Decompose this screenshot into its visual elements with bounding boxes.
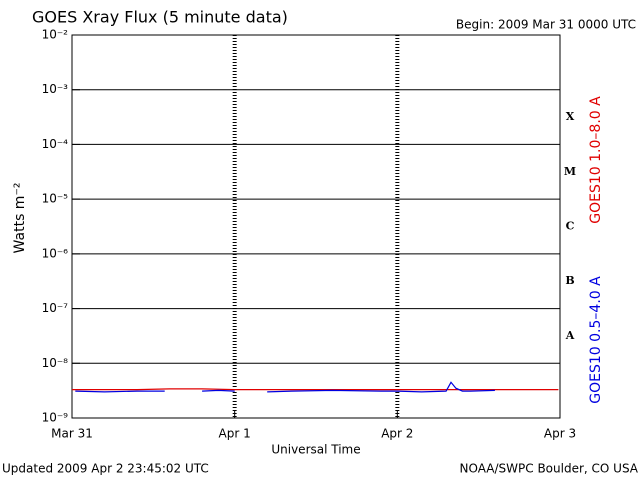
y-tick-label: 10⁻⁶ xyxy=(42,246,69,260)
y-tick-label: 10⁻⁴ xyxy=(42,137,69,151)
footer-left: Updated 2009 Apr 2 23:45:02 UTC xyxy=(2,462,209,476)
flare-class: A xyxy=(565,329,575,342)
x-axis-label: Universal Time xyxy=(271,443,360,457)
y-tick-label: 10⁻⁵ xyxy=(42,192,69,206)
y-tick-label: 10⁻⁸ xyxy=(42,356,69,370)
flare-class: X xyxy=(566,110,575,123)
series-line xyxy=(75,381,495,393)
x-tick-label: Apr 2 xyxy=(381,427,413,441)
y-tick-label: 10⁻³ xyxy=(42,82,69,96)
y-axis-label: Watts m⁻² xyxy=(12,183,28,254)
plot-frame xyxy=(71,34,561,419)
y-tick-label: 10⁻⁹ xyxy=(42,411,69,425)
flare-class: C xyxy=(566,220,575,233)
series-line xyxy=(72,388,559,391)
y-tick-label: 10⁻⁷ xyxy=(42,301,69,315)
chart-title: GOES Xray Flux (5 minute data) xyxy=(32,8,288,27)
legend-label: GOES10 1.0–8.0 A xyxy=(588,96,604,224)
x-tick-label: Apr 3 xyxy=(544,427,576,441)
footer-right: NOAA/SWPC Boulder, CO USA xyxy=(460,462,639,476)
flare-class: M xyxy=(564,165,576,178)
x-tick-label: Mar 31 xyxy=(51,427,93,441)
flare-class: B xyxy=(565,274,574,287)
chart-subtitle: Begin: 2009 Mar 31 0000 UTC xyxy=(456,18,636,32)
legend-label: GOES10 0.5–4.0 A xyxy=(588,276,604,404)
y-tick-label: 10⁻² xyxy=(42,28,69,42)
x-tick-label: Apr 1 xyxy=(219,427,251,441)
